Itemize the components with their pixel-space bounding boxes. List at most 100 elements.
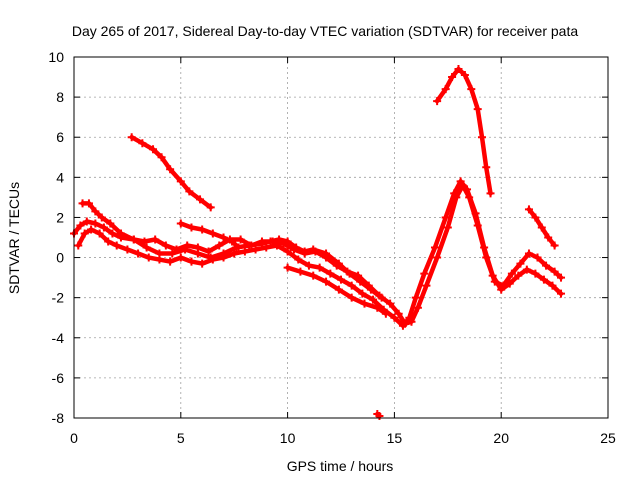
y-tick-label: 0 bbox=[56, 250, 64, 266]
data-point bbox=[149, 145, 158, 154]
series-line bbox=[434, 66, 493, 196]
data-point bbox=[381, 309, 390, 318]
x-tick-label: 5 bbox=[177, 430, 185, 446]
data-point bbox=[129, 235, 138, 244]
data-point bbox=[185, 187, 194, 196]
data-point bbox=[240, 247, 249, 256]
y-tick-label: -6 bbox=[52, 370, 65, 386]
data-point bbox=[505, 279, 514, 288]
data-point bbox=[292, 243, 301, 252]
data-point bbox=[488, 271, 497, 280]
data-point bbox=[531, 269, 540, 278]
data-point bbox=[168, 249, 177, 258]
data-point bbox=[394, 309, 403, 318]
data-point bbox=[294, 255, 303, 264]
data-point bbox=[272, 241, 281, 250]
data-point bbox=[430, 243, 439, 252]
data-point bbox=[334, 259, 343, 268]
data-point bbox=[345, 269, 354, 278]
tick-layer: 0 5 10 15 20 25 -8 -6 -4 -2 0 2 4 6 8 10 bbox=[48, 49, 616, 446]
data-point bbox=[296, 267, 305, 276]
data-point bbox=[91, 219, 100, 228]
data-point bbox=[181, 245, 190, 254]
data-point bbox=[82, 217, 91, 226]
x-tick-label: 20 bbox=[493, 430, 509, 446]
series-layer bbox=[70, 65, 566, 420]
data-point bbox=[283, 237, 292, 246]
data-point bbox=[420, 269, 429, 278]
data-point bbox=[377, 293, 386, 302]
data-point bbox=[450, 189, 459, 198]
data-point bbox=[155, 249, 164, 258]
data-point bbox=[176, 219, 185, 228]
data-point bbox=[157, 153, 166, 162]
series-arc-9 bbox=[373, 409, 384, 420]
y-tick-label: -8 bbox=[52, 410, 65, 426]
data-point bbox=[151, 235, 160, 244]
data-point bbox=[334, 285, 343, 294]
data-point bbox=[206, 203, 215, 212]
data-point bbox=[97, 213, 106, 222]
data-point bbox=[460, 71, 469, 80]
data-point bbox=[198, 259, 207, 268]
x-axis-label: GPS time / hours bbox=[287, 458, 394, 474]
series-arc-5 bbox=[176, 219, 243, 252]
data-point bbox=[550, 241, 559, 250]
data-point bbox=[304, 261, 313, 270]
data-point bbox=[471, 209, 480, 218]
data-point bbox=[84, 199, 93, 208]
data-point bbox=[91, 207, 100, 216]
data-point bbox=[443, 223, 452, 232]
data-point bbox=[411, 293, 420, 302]
data-point bbox=[375, 411, 384, 420]
data-point bbox=[497, 285, 506, 294]
data-point bbox=[176, 177, 185, 186]
y-tick-label: 8 bbox=[56, 89, 64, 105]
data-point bbox=[95, 229, 104, 238]
data-point bbox=[405, 313, 414, 322]
data-point bbox=[456, 177, 465, 186]
data-point bbox=[262, 243, 271, 252]
data-point bbox=[548, 281, 557, 290]
data-point bbox=[467, 85, 476, 94]
y-tick-label: -4 bbox=[52, 330, 65, 346]
data-point bbox=[373, 303, 382, 312]
series-arc-4 bbox=[127, 133, 215, 212]
data-point bbox=[166, 165, 175, 174]
data-point bbox=[539, 275, 548, 284]
data-point bbox=[257, 239, 266, 248]
y-tick-label: 10 bbox=[48, 49, 64, 65]
y-tick-label: -2 bbox=[52, 290, 65, 306]
data-point bbox=[266, 237, 275, 246]
data-point bbox=[87, 225, 96, 234]
data-point bbox=[208, 229, 217, 238]
data-point bbox=[522, 265, 531, 274]
data-point bbox=[347, 281, 356, 290]
series-arc-7 bbox=[433, 65, 495, 198]
data-point bbox=[234, 243, 243, 252]
data-point bbox=[275, 235, 284, 244]
data-point bbox=[123, 245, 132, 254]
data-point bbox=[326, 269, 335, 278]
data-point bbox=[187, 223, 196, 232]
data-point bbox=[219, 249, 228, 258]
data-point bbox=[309, 245, 318, 254]
data-point bbox=[433, 97, 442, 106]
x-tick-label: 15 bbox=[387, 430, 403, 446]
data-point bbox=[322, 249, 331, 258]
data-point bbox=[144, 253, 153, 262]
data-point bbox=[524, 205, 533, 214]
data-point bbox=[514, 271, 523, 280]
data-point bbox=[142, 243, 151, 252]
data-point bbox=[127, 133, 136, 142]
data-point bbox=[347, 293, 356, 302]
data-point bbox=[482, 163, 491, 172]
data-point bbox=[473, 105, 482, 114]
x-tick-label: 25 bbox=[600, 430, 616, 446]
data-point bbox=[533, 253, 542, 262]
data-point bbox=[206, 253, 215, 262]
series-line bbox=[129, 134, 213, 210]
data-point bbox=[557, 273, 566, 282]
series-arc-8 bbox=[524, 205, 559, 250]
